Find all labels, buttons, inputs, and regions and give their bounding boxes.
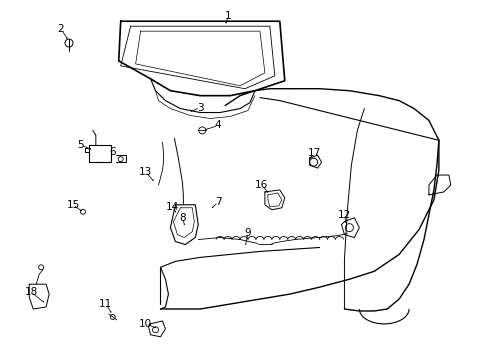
Text: 15: 15 — [66, 200, 80, 210]
Text: 14: 14 — [165, 202, 179, 212]
Text: 18: 18 — [24, 287, 38, 297]
Text: 11: 11 — [99, 299, 112, 309]
Text: 12: 12 — [337, 210, 350, 220]
Text: 1: 1 — [224, 11, 231, 21]
Text: 13: 13 — [139, 167, 152, 177]
Text: 8: 8 — [179, 213, 185, 223]
Text: 4: 4 — [214, 121, 221, 130]
Text: 7: 7 — [214, 197, 221, 207]
Text: 5: 5 — [78, 140, 84, 150]
Text: 16: 16 — [255, 180, 268, 190]
Text: 17: 17 — [307, 148, 321, 158]
Text: 9: 9 — [244, 228, 251, 238]
Text: 10: 10 — [139, 319, 152, 329]
Text: 3: 3 — [197, 103, 203, 113]
Text: 2: 2 — [58, 24, 64, 34]
Text: 6: 6 — [109, 147, 116, 157]
